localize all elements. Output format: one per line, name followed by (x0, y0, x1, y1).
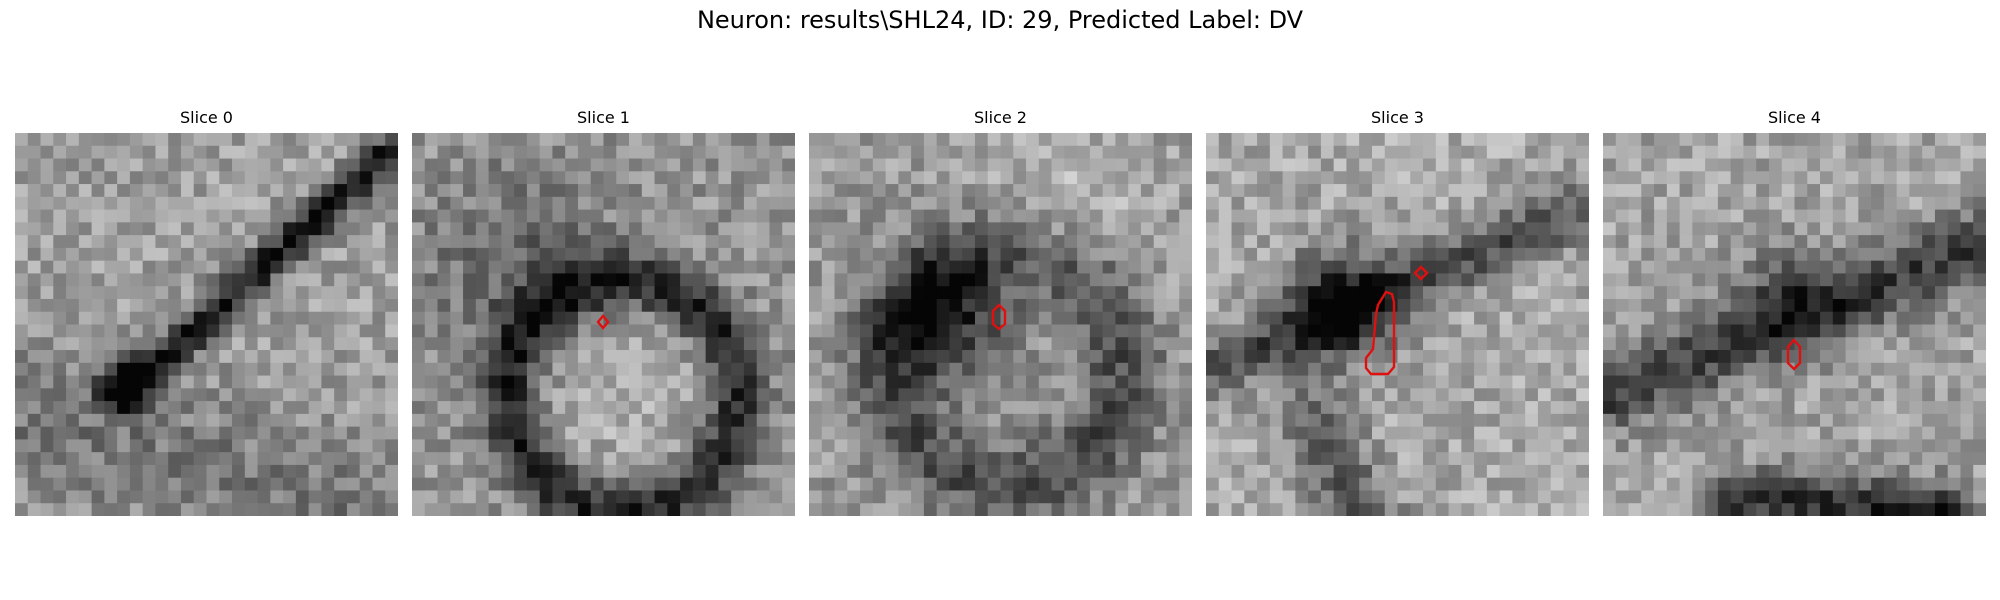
slice-panel-0: Slice 0 (15, 108, 398, 518)
roi-contour (1786, 338, 1802, 371)
figure-title: Neuron: results\SHL24, ID: 29, Predicted… (696, 6, 1304, 34)
roi-contour (1364, 290, 1396, 376)
roi-contour (1413, 265, 1429, 281)
slice-title: Slice 2 (974, 108, 1027, 127)
slice-image (1603, 133, 1986, 516)
slice-panel-3: Slice 3 (1206, 108, 1589, 518)
slice-title: Slice 4 (1768, 108, 1821, 127)
roi-contour (596, 314, 610, 330)
slice-title: Slice 1 (577, 108, 630, 127)
slice-image (412, 133, 795, 516)
slice-panel-4: Slice 4 (1603, 108, 1986, 518)
roi-contour (991, 303, 1007, 331)
slice-image (15, 133, 398, 516)
slice-title: Slice 3 (1371, 108, 1424, 127)
slice-image (809, 133, 1192, 516)
slice-image (1206, 133, 1589, 516)
slice-panel-2: Slice 2 (809, 108, 1192, 518)
slice-title: Slice 0 (180, 108, 233, 127)
slice-panel-1: Slice 1 (412, 108, 795, 518)
